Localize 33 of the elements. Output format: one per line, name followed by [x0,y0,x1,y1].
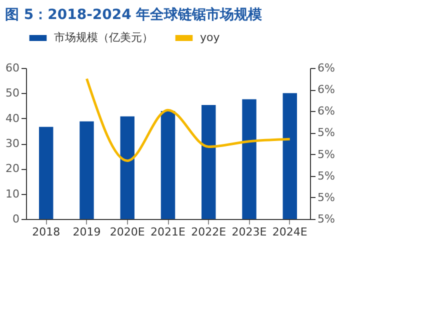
x-tick-label: 2020E [110,226,145,238]
bar [120,116,134,219]
line-series [85,78,292,162]
y2-tick-label: 6% [318,62,335,74]
bar [202,104,216,219]
y-tick-label: 30 [6,137,20,150]
y2-tick-label: 5% [318,212,335,226]
bar [282,93,297,219]
y-tick-label: 10 [6,187,20,200]
y2-tick-label: 6% [318,83,335,96]
bar [160,111,176,219]
legend-label: yoy [200,31,220,44]
y2-tick-label: 5% [318,190,335,204]
legend-label: 市场规模（亿美元） [54,31,153,44]
bar [242,99,256,219]
y2-tick-label: 5% [318,148,335,161]
y-tick-label: 60 [6,62,20,74]
x-tick-label: 2019 [72,226,101,238]
y-tick-label: 40 [6,112,20,125]
x-tick-label: 2024E [272,226,308,238]
y2-tick-label: 5% [318,126,335,140]
y-tick-label: 20 [6,162,20,176]
x-tick-label: 2021E [150,226,186,238]
x-tick-label: 2018 [32,226,60,238]
chart-title: 图 5：2018-2024 年全球链锯市场规模 [5,6,264,23]
y2-tick-label: 5% [318,169,335,182]
x-tick-label: 2022E [191,226,226,238]
y-tick-label: 50 [6,86,20,100]
bar [80,121,94,219]
x-tick-label: 2023E [232,226,267,238]
y2-tick-label: 6% [318,104,335,118]
bar [39,126,54,219]
y-tick-label: 0 [12,212,20,226]
